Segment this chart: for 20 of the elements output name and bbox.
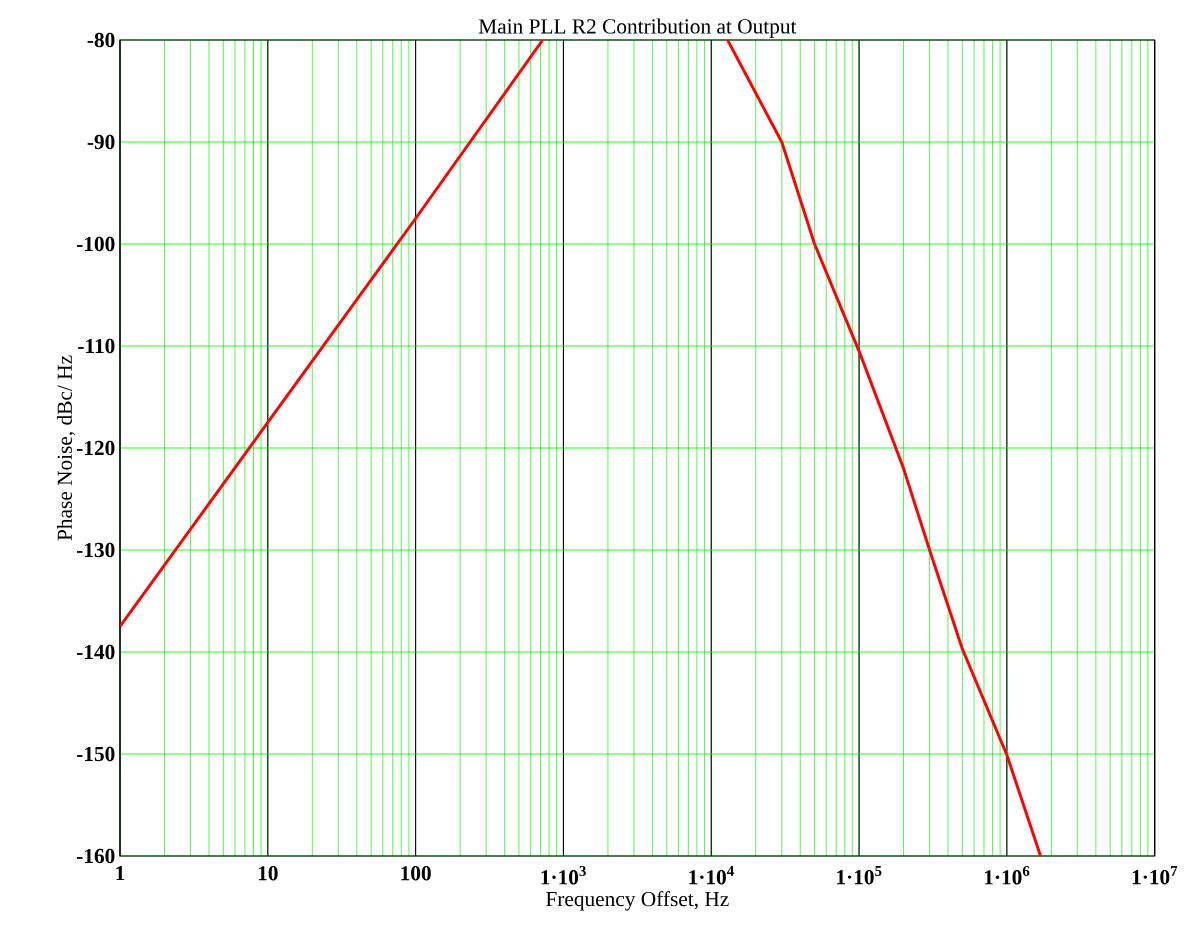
y-tick-label: -140 [76,644,115,660]
x-tick-label: 1·10$^{4}$ [689,866,734,885]
x-tick-label: 10 [258,866,278,881]
x-tick-label: 1·10$^{6}$ [984,866,1030,885]
y-tick-label: -90 [87,134,115,150]
chart-title: Main PLL R2 Contribution at Output [478,18,797,38]
y-tick-label: -100 [76,236,115,252]
y-tick-label: -150 [76,746,115,762]
x-axis-title: Frequency Offset, Hz [546,890,729,911]
y-tick-label: -110 [78,338,115,354]
y-tick-label: -80 [87,32,115,48]
x-tick-label: 1 [116,866,125,881]
y-axis-title: Phase Noise, dBc/ Hz [56,355,76,541]
y-tick-label: -160 [76,848,115,864]
x-tick-label: 1·10$^{7}$ [1132,866,1178,885]
x-tick-label: 100 [401,866,431,881]
x-tick-label: 1·10$^{5}$ [837,866,882,885]
y-tick-label: -130 [76,542,115,558]
y-tick-label: -120 [76,440,115,456]
x-tick-label: 1·10$^{3}$ [541,866,586,885]
